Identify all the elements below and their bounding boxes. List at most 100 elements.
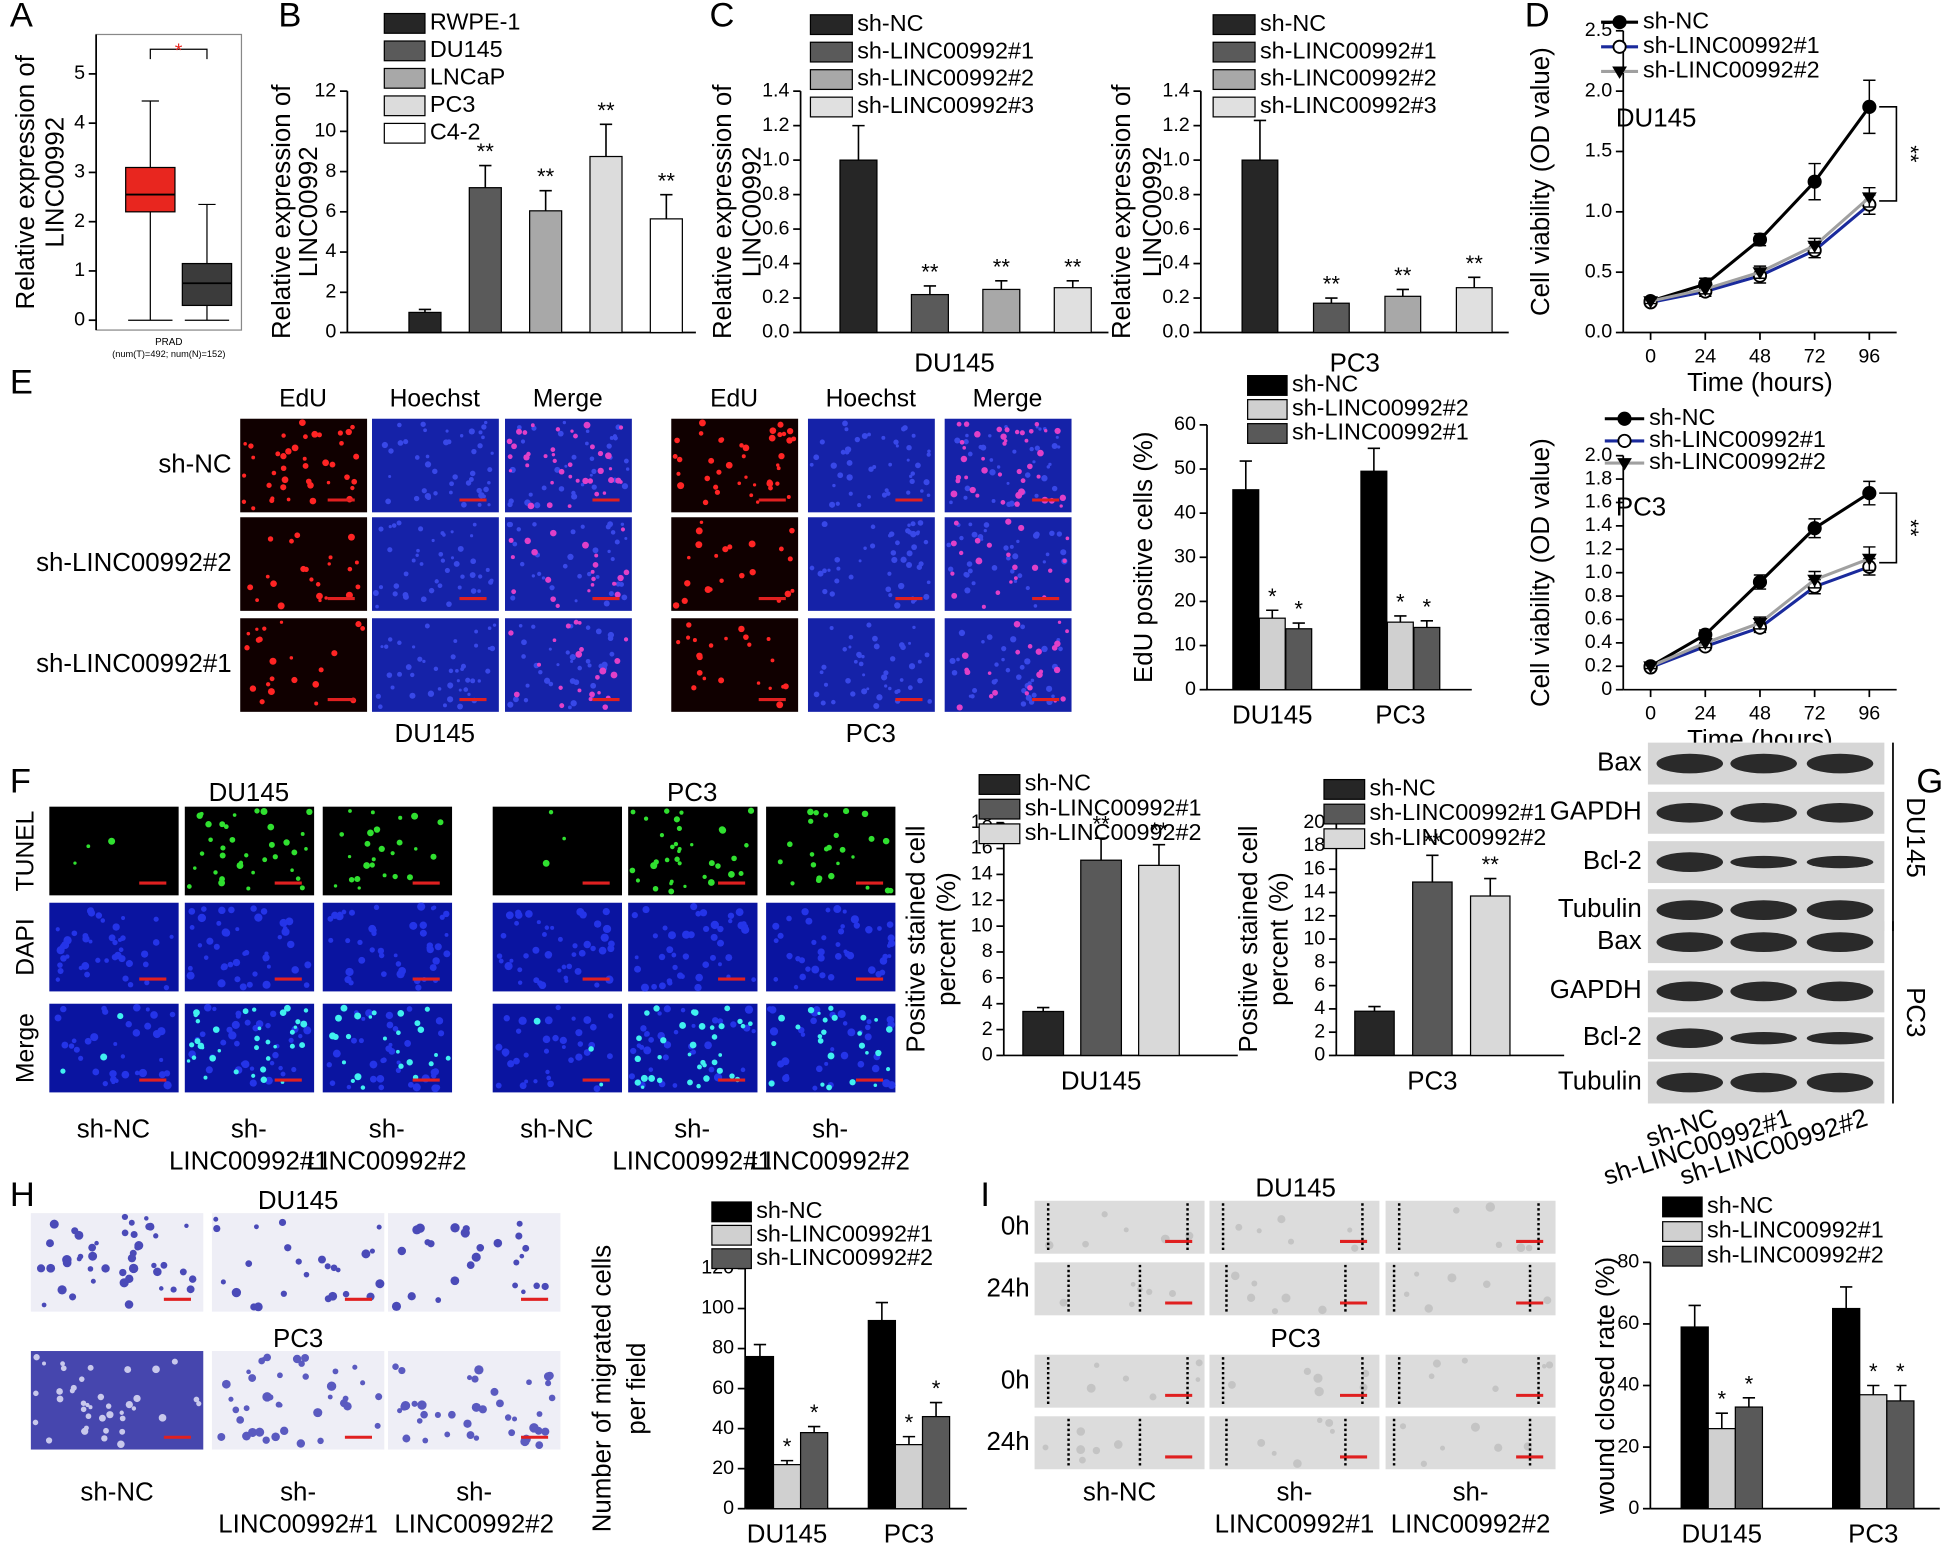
cell [474, 1365, 484, 1375]
cell [380, 645, 384, 649]
cell [411, 812, 419, 820]
cell [583, 940, 592, 949]
row-label: DAPI [13, 918, 40, 975]
cell [339, 832, 345, 837]
cell [119, 1428, 126, 1435]
cell [677, 861, 682, 866]
cell [448, 668, 454, 674]
legend-swatch [711, 1224, 752, 1246]
cell [865, 926, 873, 934]
cell [631, 912, 638, 919]
cell [246, 886, 251, 891]
cell [388, 448, 394, 454]
significance-bracket [1879, 492, 1898, 564]
column-label: Hoechst [826, 386, 916, 413]
cell [332, 1368, 339, 1375]
cell [121, 916, 126, 921]
cell [437, 583, 443, 589]
group-label: PC3 [1271, 1325, 1321, 1353]
cell [278, 1218, 287, 1227]
cell [963, 495, 968, 500]
cell [507, 454, 513, 460]
bar [1232, 489, 1260, 691]
cell [360, 626, 366, 631]
cell [326, 480, 331, 485]
micrograph [505, 618, 632, 712]
y-tick-label: 60 [1617, 1312, 1639, 1334]
cell [917, 659, 922, 664]
legend-swatch [711, 1201, 752, 1223]
cell [212, 1026, 220, 1033]
cell [370, 810, 375, 815]
bar [839, 159, 878, 334]
cell [830, 1047, 835, 1052]
cell [1277, 1215, 1286, 1224]
cell [445, 1055, 451, 1061]
legend-label: sh-LINC00992#1 [1260, 37, 1437, 63]
cell [290, 868, 294, 872]
cell [1018, 524, 1025, 532]
cell [1149, 1393, 1157, 1401]
cell [254, 1035, 260, 1042]
marker [1807, 574, 1823, 588]
cell [908, 663, 916, 670]
significance-bracket [149, 48, 208, 60]
cell [354, 1012, 362, 1020]
cell [1414, 1271, 1420, 1277]
cell [504, 962, 513, 971]
cell [840, 1051, 849, 1060]
significance: ** [658, 168, 676, 193]
cell [519, 1082, 527, 1090]
cell [1325, 1418, 1334, 1427]
cell [262, 626, 267, 631]
cell [528, 492, 533, 497]
cell [823, 682, 829, 687]
cell [235, 927, 240, 932]
cell [595, 574, 600, 579]
cell [708, 860, 715, 867]
marker [1752, 232, 1768, 247]
cell [407, 1081, 414, 1088]
cell [56, 1388, 63, 1395]
cell [450, 530, 454, 534]
cell [113, 1041, 118, 1046]
cell [739, 572, 745, 579]
cell [391, 523, 397, 528]
cell [302, 463, 309, 469]
y-tick-label: 40 [1174, 501, 1196, 523]
y-tick-label: 14 [1303, 881, 1325, 903]
cell [749, 568, 756, 576]
cell [1045, 552, 1050, 557]
cell [416, 548, 420, 553]
error-bar [1894, 1384, 1907, 1401]
micrograph [371, 418, 499, 513]
cell [303, 982, 310, 988]
cell [381, 441, 388, 449]
cell [956, 657, 960, 662]
cell [884, 887, 891, 894]
whisker [184, 305, 230, 321]
cell [672, 964, 678, 971]
cell [545, 1380, 552, 1387]
cell [906, 490, 911, 495]
cell [737, 481, 742, 486]
error-bar [995, 279, 1008, 290]
cell [602, 907, 610, 916]
cell [629, 867, 636, 874]
cell [543, 677, 551, 684]
cell [634, 955, 639, 960]
cell [1012, 564, 1018, 571]
cell [301, 1353, 310, 1362]
micrograph [1209, 1416, 1380, 1470]
cell [405, 664, 412, 670]
cell [727, 912, 735, 919]
cell [507, 501, 513, 508]
micrograph [1034, 1200, 1205, 1254]
panel-label: A [10, 0, 33, 34]
cell [533, 1282, 540, 1290]
cell [1195, 1377, 1201, 1382]
cell [563, 975, 568, 981]
cell [397, 440, 404, 446]
cell [375, 1393, 383, 1401]
cell [777, 859, 783, 865]
